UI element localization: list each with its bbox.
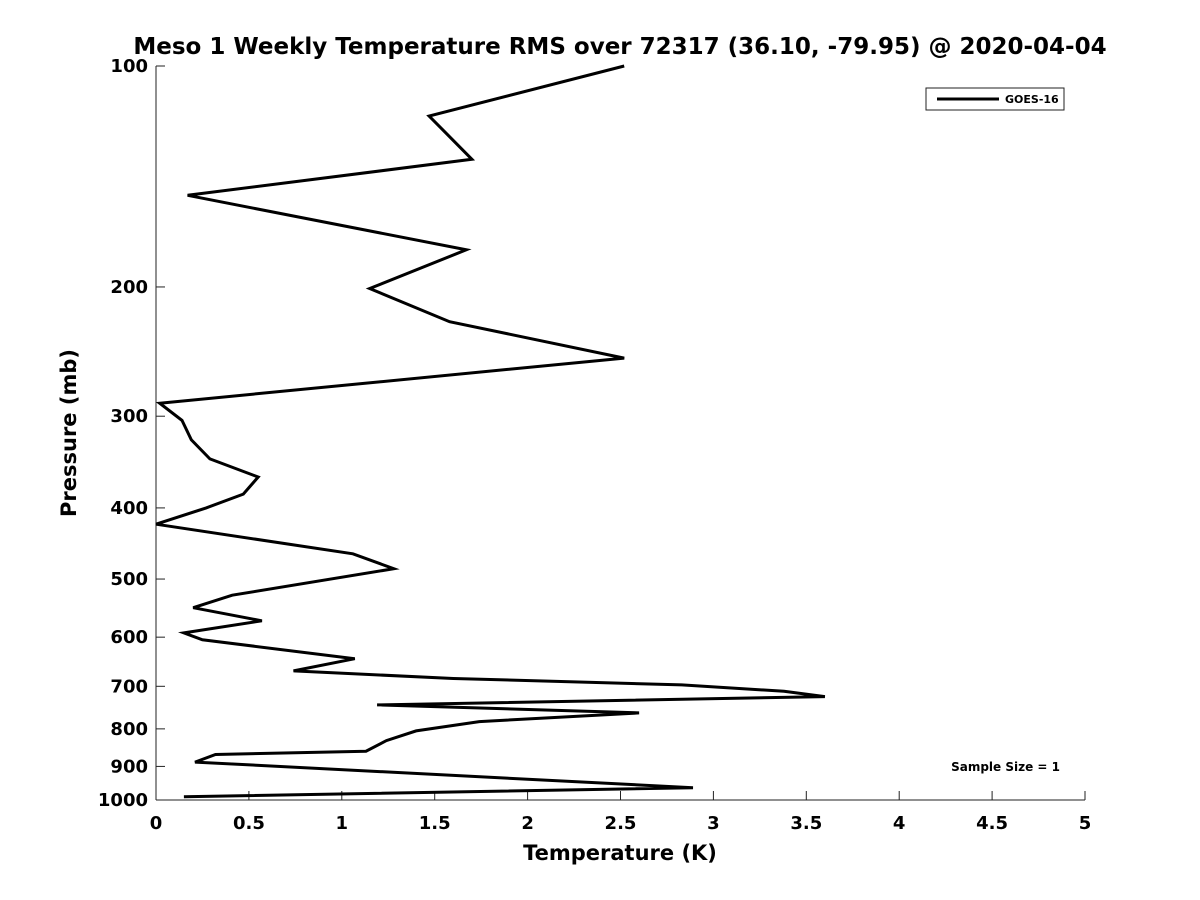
x-tick-label: 1.5 [419,813,451,834]
x-tick-label: 4 [893,813,906,834]
x-tick-label: 5 [1079,813,1092,834]
y-tick-label: 700 [110,676,148,697]
sample-size-annotation: Sample Size = 1 [951,760,1060,774]
y-tick-label: 100 [110,56,148,77]
x-axis-label: Temperature (K) [523,841,717,865]
x-tick-label: 3 [707,813,720,834]
x-tick-label: 0 [150,813,163,834]
legend-label: GOES-16 [1005,93,1059,106]
x-tick-label: 2.5 [605,813,637,834]
y-tick-label: 900 [110,756,148,777]
legend: GOES-16 [925,87,1065,111]
x-tick-label: 3.5 [790,813,822,834]
series-line [155,64,826,799]
x-tick-label: 4.5 [976,813,1008,834]
chart-title: Meso 1 Weekly Temperature RMS over 72317… [133,34,1106,60]
series-group [155,64,826,799]
y-tick-label: 600 [110,627,148,648]
x-tick-label: 0.5 [233,813,265,834]
y-tick-label: 200 [110,277,148,298]
x-ticks: 0 0.5 1 1.5 2 2.5 3 3.5 4 4.5 5 [150,791,1092,834]
y-tick-label: 300 [110,406,148,427]
x-tick-label: 2 [521,813,534,834]
y-tick-label: 500 [110,569,148,590]
y-tick-label: 400 [110,498,148,519]
y-ticks: 100 200 300 400 500 600 700 800 900 1000 [98,56,165,811]
y-axis-label: Pressure (mb) [57,349,81,517]
y-tick-label: 1000 [98,790,148,811]
y-tick-label: 800 [110,719,148,740]
x-tick-label: 1 [336,813,349,834]
